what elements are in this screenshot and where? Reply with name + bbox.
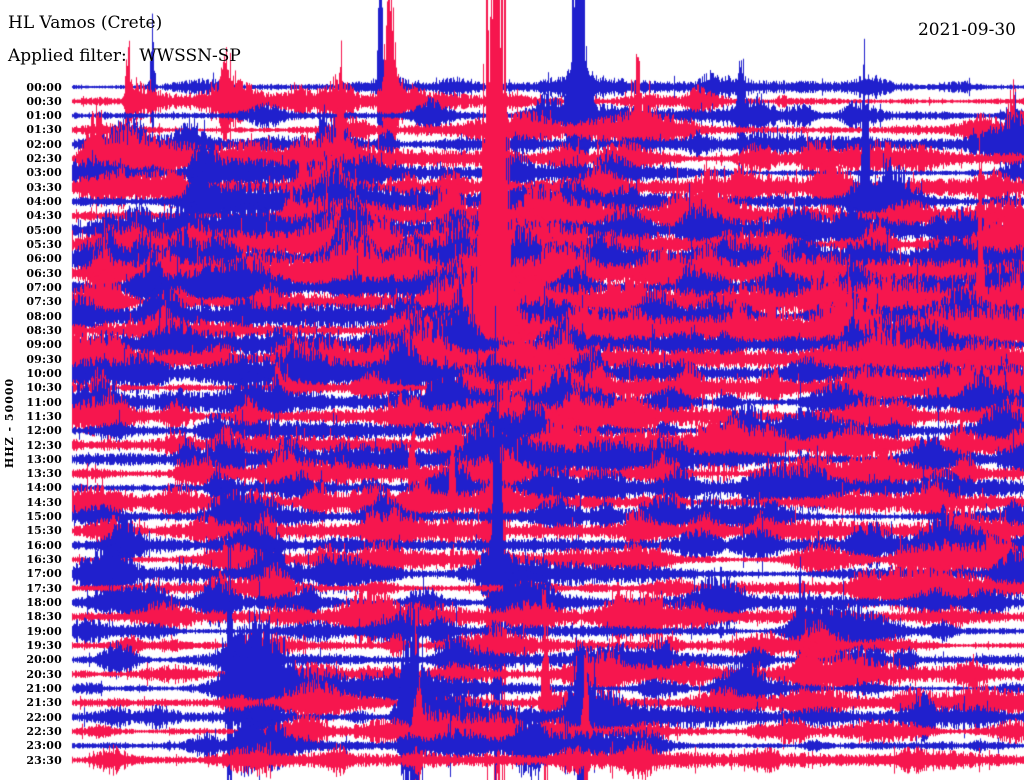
applied-filter-label: Applied filter:	[8, 46, 127, 66]
time-label: 09:30	[26, 352, 62, 366]
time-label: 02:00	[26, 137, 62, 151]
time-label: 05:30	[26, 238, 62, 252]
time-label: 14:00	[26, 481, 62, 495]
time-label: 17:30	[26, 581, 62, 595]
time-label: 23:00	[26, 739, 62, 753]
time-label: 23:30	[26, 753, 62, 767]
plot-date: 2021-09-30	[917, 20, 1016, 40]
time-label: 12:30	[26, 438, 62, 452]
applied-filter-value: WWSSN-SP	[139, 46, 241, 66]
time-label: 09:00	[26, 338, 62, 352]
time-label: 04:00	[26, 195, 62, 209]
time-label: 08:00	[26, 309, 62, 323]
time-label: 07:30	[26, 295, 62, 309]
time-label: 08:30	[26, 323, 62, 337]
time-label: 12:00	[26, 424, 62, 438]
time-label: 03:00	[26, 166, 62, 180]
time-label: 16:30	[26, 553, 62, 567]
time-label: 05:00	[26, 223, 62, 237]
time-label: 00:00	[26, 80, 62, 94]
time-label: 13:00	[26, 452, 62, 466]
time-label: 13:30	[26, 467, 62, 481]
time-label: 19:00	[26, 624, 62, 638]
time-label: 04:30	[26, 209, 62, 223]
applied-filter: Applied filter: WWSSN-SP	[8, 46, 241, 66]
time-label: 19:30	[26, 638, 62, 652]
time-label: 18:30	[26, 610, 62, 624]
time-label: 01:00	[26, 109, 62, 123]
time-label: 20:30	[26, 667, 62, 681]
time-label: 22:00	[26, 710, 62, 724]
time-label: 11:00	[26, 395, 62, 409]
time-label: 02:30	[26, 152, 62, 166]
time-label: 00:30	[26, 94, 62, 108]
time-label: 10:00	[26, 366, 62, 380]
time-label: 10:30	[26, 381, 62, 395]
time-label: 21:00	[26, 681, 62, 695]
time-label: 21:30	[26, 696, 62, 710]
time-label: 06:30	[26, 266, 62, 280]
time-label: 15:00	[26, 510, 62, 524]
time-label: 18:00	[26, 596, 62, 610]
time-label: 16:00	[26, 538, 62, 552]
time-label: 14:30	[26, 495, 62, 509]
station-title: HL Vamos (Crete)	[8, 13, 163, 33]
time-label: 20:00	[26, 653, 62, 667]
time-label: 01:30	[26, 123, 62, 137]
time-label: 15:30	[26, 524, 62, 538]
time-label: 06:00	[26, 252, 62, 266]
time-label: 17:00	[26, 567, 62, 581]
time-label: 07:00	[26, 280, 62, 294]
time-label: 22:30	[26, 724, 62, 738]
time-label: 03:30	[26, 180, 62, 194]
time-label: 11:30	[26, 409, 62, 423]
